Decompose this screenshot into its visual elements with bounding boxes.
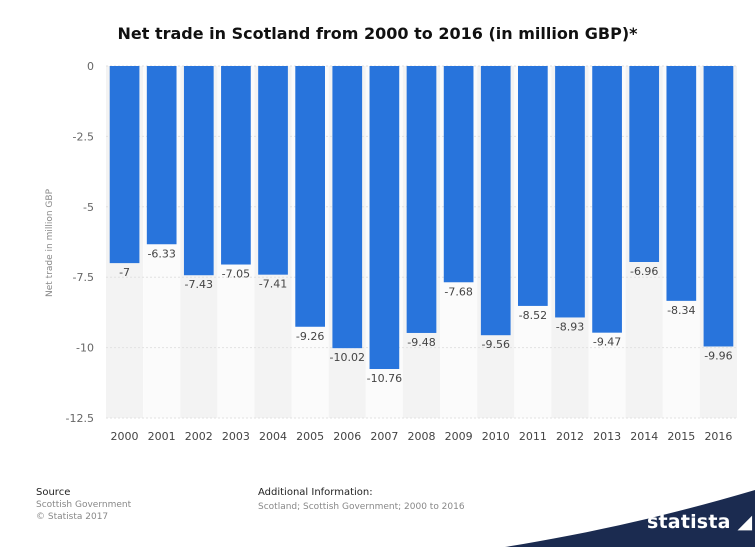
value-label: -8.52 xyxy=(519,309,547,322)
bar[interactable] xyxy=(443,66,474,283)
bar[interactable] xyxy=(480,66,511,336)
x-tick-label: 2011 xyxy=(519,430,547,443)
y-tick-label: 0 xyxy=(87,60,94,73)
x-tick-label: 2004 xyxy=(259,430,287,443)
value-label: -9.48 xyxy=(407,336,435,349)
bar[interactable] xyxy=(183,66,214,276)
value-label: -7.41 xyxy=(259,278,287,291)
x-tick-label: 2003 xyxy=(222,430,250,443)
bar[interactable] xyxy=(221,66,251,265)
value-label: -7 xyxy=(119,266,130,279)
x-tick-label: 2012 xyxy=(556,430,584,443)
bar[interactable] xyxy=(146,66,177,245)
y-axis-label: Net trade in million GBP xyxy=(45,188,55,297)
value-label: -6.96 xyxy=(630,265,658,278)
value-label: -9.96 xyxy=(704,349,732,362)
x-tick-label: 2000 xyxy=(111,430,139,443)
bar[interactable] xyxy=(629,66,660,262)
bar[interactable] xyxy=(406,66,437,333)
value-labels: -7 -6.33 -7.43 -7.05 -7.41 -9.26 -10.02-10.76 -… xyxy=(119,247,733,385)
source-heading: Source xyxy=(36,487,71,498)
bar[interactable] xyxy=(369,66,400,370)
x-tick-label: 2014 xyxy=(630,430,658,443)
y-tick-label: -12.5 xyxy=(66,412,94,425)
value-label: -8.34 xyxy=(667,304,695,317)
y-tick-label: -5 xyxy=(83,201,94,214)
bars xyxy=(109,66,734,370)
statista-logo-icon: ◢ xyxy=(737,511,753,533)
y-tick-label: -2.5 xyxy=(73,130,94,143)
chart-title: Net trade in Scotland from 2000 to 2016 … xyxy=(117,24,638,43)
bar[interactable] xyxy=(555,66,585,318)
x-tick-label: 2007 xyxy=(370,430,398,443)
bar[interactable] xyxy=(258,66,288,275)
value-label: -7.43 xyxy=(185,278,213,291)
additional-info-heading: Additional Information: xyxy=(258,487,373,498)
x-tick-label: 2002 xyxy=(185,430,213,443)
x-tick-label: 2008 xyxy=(408,430,436,443)
x-axis-ticks: 2000 2001 2002 2003 2004 2005 2006 2007 2008 2009… xyxy=(111,430,733,443)
x-tick-label: 2006 xyxy=(333,430,361,443)
y-axis-ticks: 0 -2.5 -5 -7.5 -10 -12.5 xyxy=(66,60,94,425)
value-label: -9.56 xyxy=(482,338,510,351)
value-label: -8.93 xyxy=(556,320,584,333)
bar[interactable] xyxy=(332,66,363,349)
x-tick-label: 2001 xyxy=(148,430,176,443)
statista-logo[interactable]: statista ◢ xyxy=(647,511,753,533)
bar[interactable] xyxy=(109,66,140,264)
source-line-2: © Statista 2017 xyxy=(36,512,109,522)
y-tick-label: -7.5 xyxy=(73,271,94,284)
additional-info-text: Scotland; Scottish Government; 2000 to 2… xyxy=(258,502,465,512)
value-label: -9.47 xyxy=(593,336,621,349)
value-label: -7.68 xyxy=(444,285,472,298)
value-label: -7.05 xyxy=(222,268,250,281)
bar[interactable] xyxy=(592,66,622,333)
x-tick-label: 2013 xyxy=(593,430,621,443)
value-label: -9.26 xyxy=(296,330,324,343)
x-tick-label: 2010 xyxy=(482,430,510,443)
value-label: -6.33 xyxy=(147,247,175,260)
y-tick-label: -10 xyxy=(76,342,94,355)
value-label: -10.76 xyxy=(367,372,402,385)
x-tick-label: 2009 xyxy=(445,430,473,443)
value-label: -10.02 xyxy=(330,351,365,364)
x-tick-label: 2016 xyxy=(704,430,732,443)
bar[interactable] xyxy=(703,66,734,347)
bar[interactable] xyxy=(666,66,697,301)
x-tick-label: 2015 xyxy=(667,430,695,443)
bar[interactable] xyxy=(295,66,325,327)
bar[interactable] xyxy=(518,66,548,306)
x-tick-label: 2005 xyxy=(296,430,324,443)
source-line-1: Scottish Government xyxy=(36,500,132,510)
